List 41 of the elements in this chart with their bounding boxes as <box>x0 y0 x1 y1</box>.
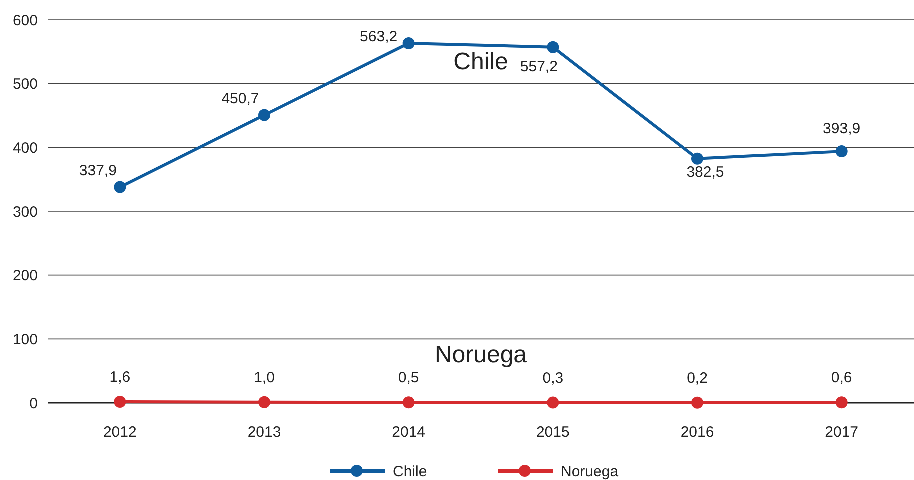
x-tick-label: 2017 <box>825 424 859 441</box>
point <box>114 396 126 408</box>
y-tick-label: 300 <box>12 204 38 221</box>
data-label: 393,9 <box>823 120 861 138</box>
data-label: 0,5 <box>398 370 420 387</box>
data-label: 563,2 <box>360 28 398 46</box>
y-tick-label: 600 <box>12 12 38 30</box>
legend-label: Chile <box>393 463 428 480</box>
point <box>258 109 270 122</box>
point <box>836 146 848 158</box>
point <box>692 152 704 165</box>
y-tick-label: 100 <box>12 331 38 348</box>
point <box>836 396 848 409</box>
point <box>258 396 270 408</box>
point <box>114 181 126 194</box>
point <box>402 37 415 50</box>
data-label: 557,2 <box>520 58 558 76</box>
data-label: 450,7 <box>222 90 260 108</box>
data-label: 0,3 <box>542 370 564 387</box>
legend-label: Noruega <box>561 463 620 480</box>
text: Noruega <box>434 342 528 369</box>
x-tick-label: 2016 <box>680 424 714 441</box>
x-tick-label: 2015 <box>536 424 570 441</box>
x-tick-label: 2014 <box>392 424 426 441</box>
data-label: 0,2 <box>687 370 708 387</box>
data-label: 337,9 <box>79 162 117 180</box>
data-label: 1,0 <box>254 369 275 386</box>
data-label: 1,6 <box>110 368 131 386</box>
y-tick-label: 400 <box>12 140 38 157</box>
point <box>402 396 415 409</box>
data-label: 0,6 <box>831 370 852 387</box>
x-tick-label: 2012 <box>103 424 137 441</box>
y-tick-label: 0 <box>30 395 38 412</box>
data-label: 382,5 <box>686 164 724 181</box>
text: Chile <box>454 48 508 76</box>
point <box>692 396 704 409</box>
y-tick-label: 500 <box>12 76 38 94</box>
point <box>547 396 560 409</box>
x-tick-label: 2013 <box>248 424 282 441</box>
y-tick-label: 200 <box>12 268 38 285</box>
point <box>547 41 560 54</box>
